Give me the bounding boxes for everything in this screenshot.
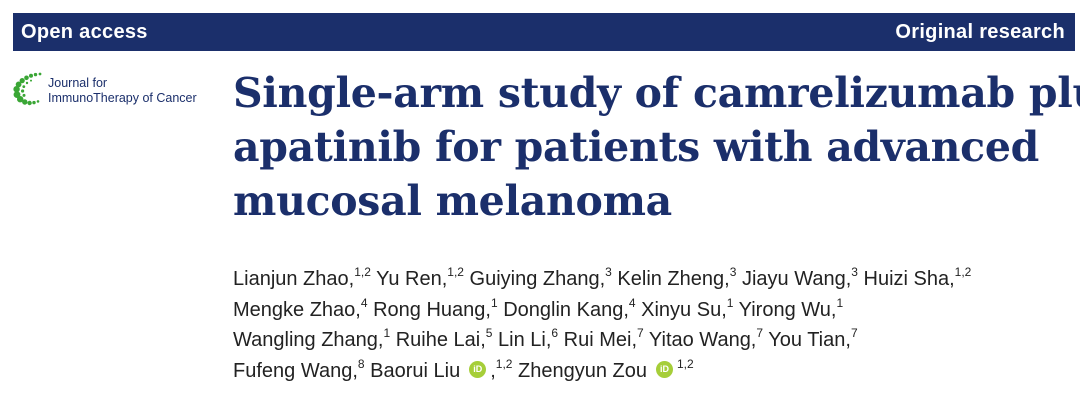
affiliation-marker: 1,2 bbox=[354, 265, 371, 279]
author: Ruihe Lai,5 bbox=[395, 326, 493, 351]
affiliation-marker: 3 bbox=[851, 265, 858, 279]
open-access-label: Open access bbox=[21, 20, 148, 43]
author-line-4: Fufeng Wang,8 Baorui Liu iD ,1,2 Zhengyun … bbox=[233, 357, 1073, 388]
affiliation-marker: 7 bbox=[850, 326, 858, 340]
orcid-icon[interactable]: iD bbox=[656, 360, 673, 378]
author-line-2: Mengke Zhao,4 Rong Huang,1 Donglin Kang,… bbox=[233, 296, 1073, 327]
affiliation-marker: 1 bbox=[836, 295, 844, 310]
affiliation-marker: 4 bbox=[360, 295, 368, 310]
author: Lianjun Zhao,1,2 bbox=[233, 265, 371, 290]
author: Donglin Kang,4 bbox=[503, 295, 636, 321]
author: Rui Mei,7 bbox=[563, 326, 644, 351]
author: Xinyu Su,1 bbox=[641, 295, 734, 321]
author-line-1: Lianjun Zhao,1,2 Yu Ren,1,2 Guiying Zhan… bbox=[233, 265, 1073, 296]
author: Lin Li,6 bbox=[498, 326, 559, 351]
top-banner: Open access Original research bbox=[13, 13, 1075, 51]
author: Mengke Zhao,4 bbox=[233, 295, 368, 321]
author-list: Lianjun Zhao,1,2 Yu Ren,1,2 Guiying Zhan… bbox=[233, 265, 1073, 387]
author: Guiying Zhang,3 bbox=[469, 265, 612, 290]
affiliation-marker: 5 bbox=[485, 326, 493, 340]
author-line-3: Wangling Zhang,1 Ruihe Lai,5 Lin Li,6 Ru… bbox=[233, 326, 1073, 357]
title-line-2: apatinib for patients with advanced bbox=[233, 123, 1039, 171]
affiliation-marker: 7 bbox=[637, 326, 644, 340]
author: Yitao Wang,7 bbox=[648, 326, 764, 351]
orcid-icon[interactable]: iD bbox=[469, 360, 487, 378]
author: Huizi Sha,1,2 bbox=[863, 265, 972, 290]
affiliation-marker: 1 bbox=[383, 326, 391, 340]
affiliation-marker: 3 bbox=[729, 265, 737, 279]
author: Zhengyun Zou iD 1,2 bbox=[518, 356, 694, 382]
author: Yu Ren,1,2 bbox=[376, 265, 464, 290]
author: Wangling Zhang,1 bbox=[233, 326, 391, 351]
affiliation-marker: 3 bbox=[605, 265, 612, 279]
author-separator: , bbox=[490, 359, 496, 382]
author: Rong Huang,1 bbox=[373, 295, 498, 321]
author: Baorui Liu iD ,1,2 bbox=[370, 356, 513, 382]
affiliation-marker: 1,2 bbox=[495, 356, 513, 371]
affiliation-marker: 8 bbox=[357, 356, 365, 371]
journal-name: Journal for ImmunoTherapy of Cancer bbox=[48, 76, 197, 106]
dotted-arc-logo-icon bbox=[13, 72, 42, 106]
affiliation-marker: 1,2 bbox=[677, 356, 694, 371]
affiliation-marker: 1 bbox=[726, 295, 734, 310]
affiliation-marker: 1,2 bbox=[447, 265, 464, 279]
author: Kelin Zheng,3 bbox=[617, 265, 737, 290]
author: Fufeng Wang,8 bbox=[233, 356, 365, 382]
article-title: Single-arm study of camrelizumab plus ap… bbox=[233, 66, 1080, 228]
title-line-1: Single-arm study of camrelizumab plus bbox=[233, 69, 1080, 117]
journal-name-line-2: ImmunoTherapy of Cancer bbox=[48, 91, 197, 105]
author: Yirong Wu,1 bbox=[738, 295, 844, 321]
journal-name-line-1: Journal for bbox=[48, 76, 108, 90]
article-type-label: Original research bbox=[895, 20, 1065, 43]
journal-logo[interactable]: Journal for ImmunoTherapy of Cancer bbox=[12, 70, 222, 110]
affiliation-marker: 6 bbox=[551, 326, 559, 340]
author: Jiayu Wang,3 bbox=[741, 265, 858, 290]
affiliation-marker: 1,2 bbox=[954, 265, 972, 279]
affiliation-marker: 1 bbox=[490, 295, 498, 310]
title-line-3: mucosal melanoma bbox=[233, 177, 672, 225]
affiliation-marker: 7 bbox=[756, 326, 764, 340]
affiliation-marker: 4 bbox=[628, 295, 636, 310]
author: You Tian,7 bbox=[768, 326, 858, 351]
